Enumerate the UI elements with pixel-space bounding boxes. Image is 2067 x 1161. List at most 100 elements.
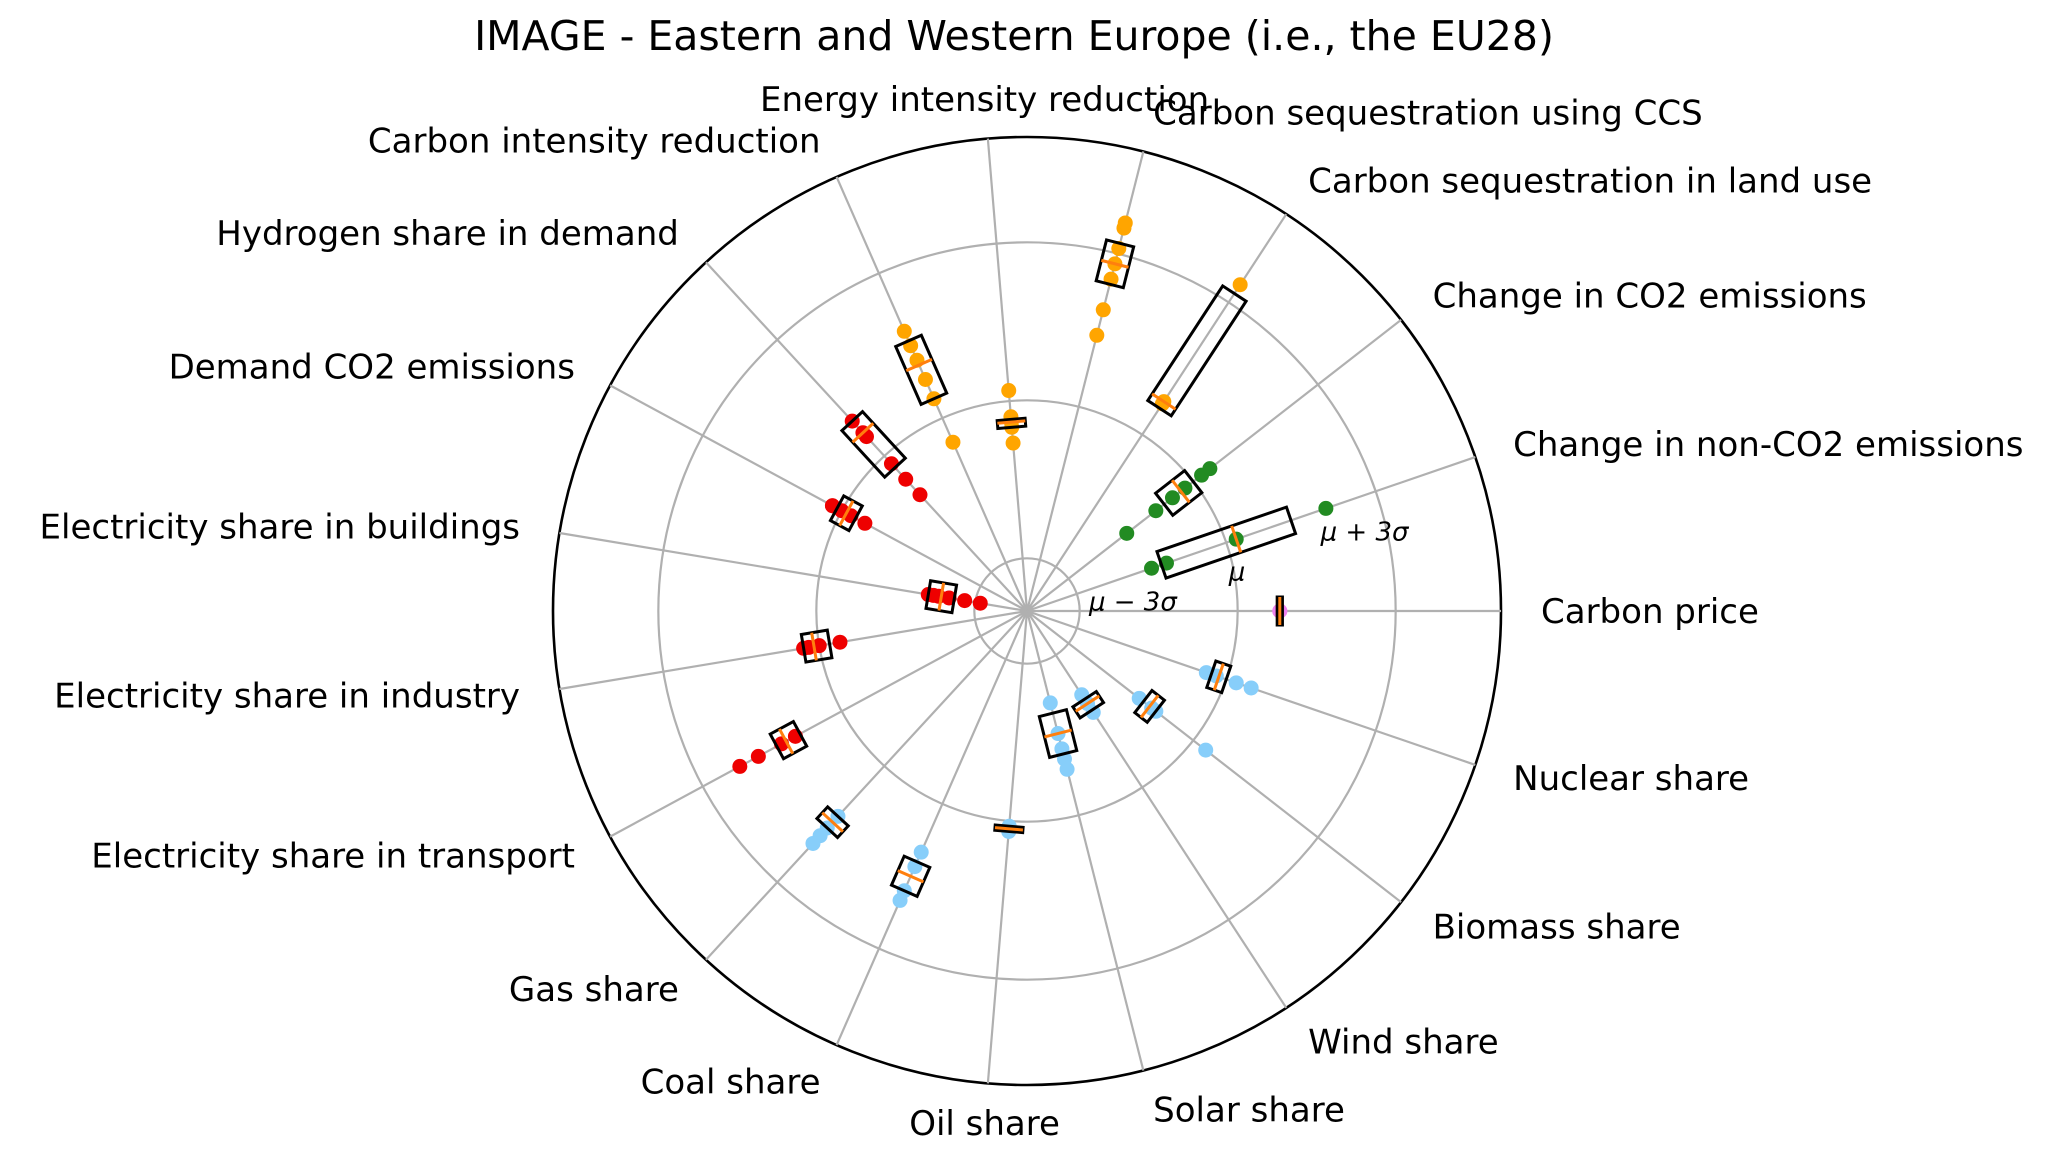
category-label: Solar share xyxy=(1153,1090,1345,1130)
category-marks xyxy=(824,493,873,533)
data-point xyxy=(1005,435,1021,451)
grid-spoke xyxy=(609,384,1028,612)
data-point xyxy=(972,595,988,611)
data-point xyxy=(917,371,933,387)
category-label: Hydrogen share in demand xyxy=(216,214,679,254)
iqr-box xyxy=(768,719,809,761)
median-line xyxy=(810,632,818,661)
category-marks xyxy=(920,578,988,615)
category-label: Wind share xyxy=(1308,1022,1499,1062)
category-marks xyxy=(796,628,848,664)
iqr-box xyxy=(1204,659,1233,695)
category-marks xyxy=(1144,500,1334,580)
category-label: Biomass share xyxy=(1433,908,1681,948)
iqr-box xyxy=(889,854,932,899)
data-point xyxy=(896,323,912,339)
category-label: Electricity share in transport xyxy=(91,837,575,877)
data-point xyxy=(913,844,929,860)
iqr-box xyxy=(1155,505,1298,580)
median-line xyxy=(1212,663,1225,691)
iqr-box xyxy=(1070,689,1106,720)
iqr-box xyxy=(1153,468,1204,518)
ring-label-upper: μ + 3σ xyxy=(1320,517,1410,547)
data-point xyxy=(1148,503,1164,519)
data-point xyxy=(1228,675,1244,691)
category-label: Carbon intensity reduction xyxy=(368,121,821,161)
iqr-box xyxy=(993,823,1025,835)
data-point xyxy=(892,892,908,908)
grid-spoke xyxy=(705,610,1028,961)
data-point xyxy=(857,515,873,531)
category-label: Carbon sequestration using CCS xyxy=(1153,94,1702,134)
category-marks xyxy=(893,323,961,450)
category-marks xyxy=(889,844,932,908)
median-line xyxy=(1044,728,1072,739)
data-point xyxy=(945,434,961,450)
iqr-box xyxy=(1145,283,1249,418)
ring-label-lower: μ − 3σ xyxy=(1088,587,1178,617)
category-marks xyxy=(732,719,809,774)
chart-title: IMAGE - Eastern and Western Europe (i.e.… xyxy=(474,12,1554,60)
grid-spoke xyxy=(1026,610,1288,1009)
category-marks xyxy=(839,409,928,503)
iqr-box xyxy=(1094,238,1136,290)
data-point xyxy=(1232,277,1248,293)
category-label: Change in non-CO2 emissions xyxy=(1513,425,2023,465)
data-point xyxy=(1318,500,1334,516)
data-point xyxy=(1085,704,1101,720)
data-point xyxy=(912,487,928,503)
median-line xyxy=(997,419,1026,425)
median-line xyxy=(1170,479,1191,504)
category-marks xyxy=(1037,695,1079,777)
category-marks xyxy=(1131,688,1214,758)
grid-spoke xyxy=(1026,456,1476,613)
grid-spoke xyxy=(986,138,1029,612)
data-point xyxy=(1042,695,1058,711)
category-marks xyxy=(1145,277,1249,418)
category-label: Energy intensity reduction xyxy=(760,80,1209,120)
data-point xyxy=(1117,215,1133,231)
median-line xyxy=(821,811,844,833)
iqr-box xyxy=(814,804,851,840)
median-line xyxy=(897,869,925,884)
category-marks xyxy=(1070,687,1106,720)
median-line xyxy=(851,422,875,444)
category-labels: Carbon price Change in non-CO2 emissions C… xyxy=(40,80,2024,1144)
iqr-box xyxy=(839,409,908,480)
median-line xyxy=(1139,694,1160,719)
category-label: Electricity share in buildings xyxy=(40,507,520,547)
data-point xyxy=(750,748,766,764)
category-marks xyxy=(995,383,1028,451)
iqr-box xyxy=(799,628,834,664)
iqr-box xyxy=(1037,707,1079,760)
data-point xyxy=(1001,383,1017,399)
grid-spoke xyxy=(835,610,1029,1046)
iqr-box xyxy=(1132,688,1167,725)
iqr-box xyxy=(995,416,1028,431)
category-marks xyxy=(1198,659,1259,696)
category-marks xyxy=(805,804,851,851)
category-label: Oil share xyxy=(909,1104,1060,1144)
median-line xyxy=(994,826,1024,832)
data-point xyxy=(1059,761,1075,777)
category-label: Coal share xyxy=(641,1063,821,1103)
median-line xyxy=(1100,258,1129,269)
median-line xyxy=(905,358,933,373)
data-point xyxy=(1095,302,1111,318)
category-marks xyxy=(1089,215,1136,343)
median-line xyxy=(1230,525,1243,553)
data-marks xyxy=(732,215,1334,908)
category-marks xyxy=(1119,461,1218,541)
data-point xyxy=(1202,461,1218,477)
polar-grid xyxy=(551,135,1503,1087)
median-line xyxy=(1151,392,1177,411)
data-point xyxy=(1198,742,1214,758)
median-line xyxy=(778,728,795,755)
data-point xyxy=(1144,560,1160,576)
category-label: Change in CO2 emissions xyxy=(1433,276,1867,316)
data-point xyxy=(898,471,914,487)
data-point xyxy=(732,758,748,774)
iqr-box xyxy=(828,493,865,533)
iqr-box xyxy=(893,333,949,407)
